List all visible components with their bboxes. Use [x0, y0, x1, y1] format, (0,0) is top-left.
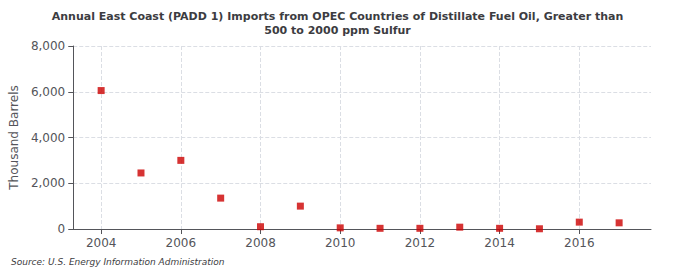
svg-text:8,000: 8,000 — [31, 39, 65, 53]
svg-text:6,000: 6,000 — [31, 85, 65, 99]
svg-text:2004: 2004 — [86, 236, 117, 250]
svg-text:2012: 2012 — [405, 236, 436, 250]
svg-text:Annual East Coast (PADD 1) Imp: Annual East Coast (PADD 1) Imports from … — [52, 10, 624, 23]
svg-text:2016: 2016 — [564, 236, 595, 250]
svg-text:Thousand Barrels: Thousand Barrels — [7, 85, 21, 190]
svg-text:4,000: 4,000 — [31, 131, 65, 145]
svg-text:0: 0 — [58, 222, 66, 236]
svg-text:500 to 2000 ppm Sulfur: 500 to 2000 ppm Sulfur — [264, 24, 411, 37]
svg-text:2008: 2008 — [245, 236, 276, 250]
svg-text:2014: 2014 — [484, 236, 515, 250]
svg-text:Source: U.S. Energy Informatio: Source: U.S. Energy Information Administ… — [11, 257, 225, 267]
svg-text:2010: 2010 — [325, 236, 356, 250]
svg-text:2006: 2006 — [166, 236, 197, 250]
svg-text:2,000: 2,000 — [31, 176, 65, 190]
